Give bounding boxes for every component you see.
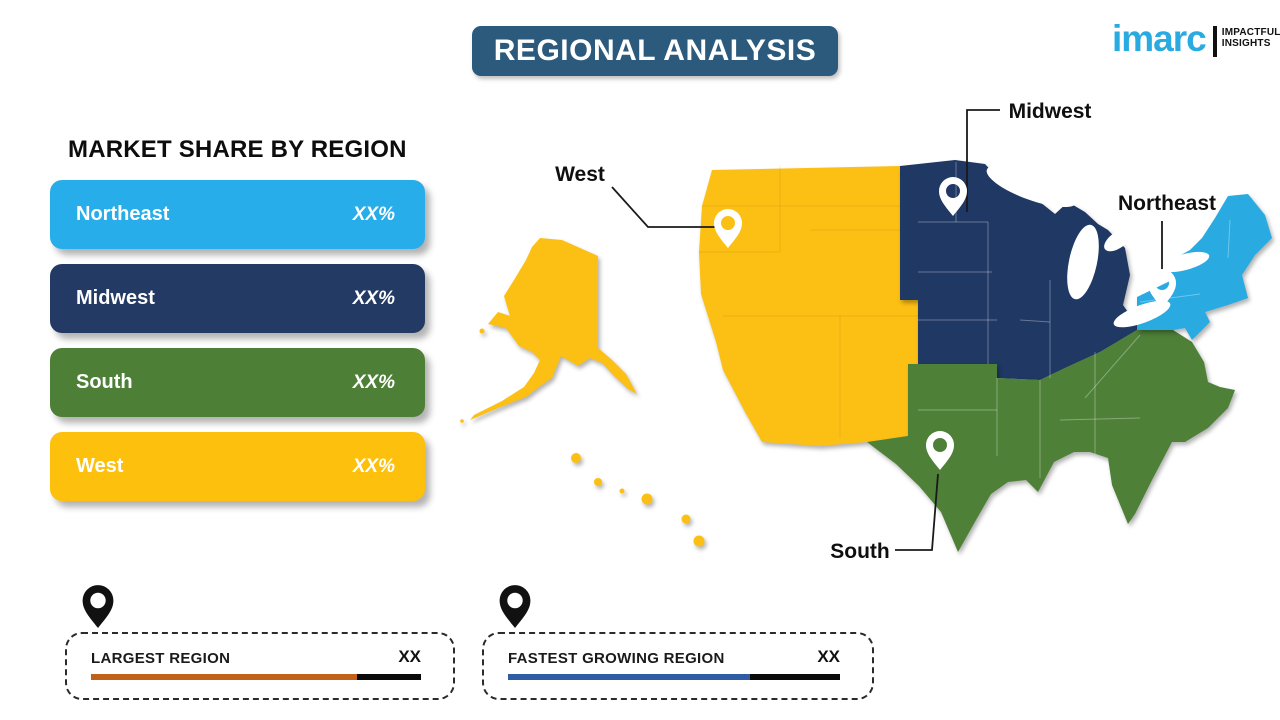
alaska-island-dot bbox=[479, 328, 485, 334]
state-lines-south bbox=[918, 334, 1141, 478]
south-connector-line bbox=[895, 473, 939, 551]
legend-value: XX bbox=[398, 647, 421, 666]
largest-region-legend: LARGEST REGION XX bbox=[65, 632, 455, 700]
legend-value: XX bbox=[817, 647, 840, 666]
lake-erie bbox=[1113, 300, 1171, 328]
lake-superior bbox=[986, 164, 1078, 208]
bar-value: XX% bbox=[352, 287, 395, 309]
region-west bbox=[699, 166, 918, 446]
bar-value: XX% bbox=[352, 371, 395, 393]
map-label-midwest: Midwest bbox=[1009, 100, 1092, 123]
region-west-hawaii bbox=[571, 453, 705, 547]
page-title: REGIONAL ANALYSIS bbox=[493, 34, 817, 67]
legend-label: FASTEST GROWING REGION bbox=[508, 650, 725, 667]
us-map-svg: West Midwest Northeast South bbox=[460, 100, 1272, 563]
map-label-south: South bbox=[830, 540, 889, 563]
logo-brand-text: imarc bbox=[1112, 18, 1207, 59]
region-west-alaska bbox=[470, 238, 637, 420]
us-regions-map: West Midwest Northeast South bbox=[440, 90, 1280, 720]
legend-underline bbox=[91, 674, 421, 680]
legend-underline-black bbox=[356, 674, 421, 680]
west-connector-line bbox=[611, 186, 720, 228]
state-lines-midwest bbox=[918, 162, 1051, 378]
lake-ontario bbox=[1160, 251, 1210, 273]
state-lines-west bbox=[699, 166, 918, 438]
bar-label: South bbox=[76, 371, 133, 393]
alaska-island-dot bbox=[460, 419, 464, 423]
map-label-northeast: Northeast bbox=[1118, 192, 1216, 215]
midwest-connector-line bbox=[966, 109, 1000, 212]
logo-tagline: IMPACTFUL INSIGHTS bbox=[1221, 27, 1280, 49]
region-midwest bbox=[900, 160, 1137, 380]
bar-label: Midwest bbox=[76, 287, 155, 309]
state-lines-northeast bbox=[1139, 219, 1231, 303]
largest-region-pin-icon bbox=[82, 585, 114, 628]
market-share-bar-midwest: Midwest XX% bbox=[50, 264, 425, 333]
great-lakes bbox=[986, 164, 1210, 328]
bar-value: XX% bbox=[352, 455, 395, 477]
market-share-bar-south: South XX% bbox=[50, 348, 425, 417]
market-share-title: MARKET SHARE BY REGION bbox=[68, 136, 407, 163]
bar-value: XX% bbox=[352, 203, 395, 225]
logo-divider bbox=[1212, 26, 1217, 57]
region-south bbox=[867, 330, 1235, 552]
header-banner: REGIONAL ANALYSIS bbox=[472, 26, 838, 76]
lake-michigan bbox=[1067, 224, 1099, 300]
market-share-bar-west: West XX% bbox=[50, 432, 425, 501]
imarc-logo: imarc IMPACTFUL INSIGHTS bbox=[1112, 18, 1280, 60]
fastest-growing-region-legend: FASTEST GROWING REGION XX bbox=[482, 632, 874, 700]
fastest-growing-region-pin-icon bbox=[499, 585, 531, 628]
legend-underline-colored bbox=[508, 674, 751, 680]
region-northeast bbox=[1137, 194, 1272, 340]
legend-label: LARGEST REGION bbox=[91, 650, 231, 667]
legend-underline bbox=[508, 674, 840, 680]
legend-underline-black bbox=[750, 674, 840, 680]
lake-huron bbox=[1104, 228, 1132, 252]
legend-underline-colored bbox=[91, 674, 357, 680]
market-share-bar-northeast: Northeast XX% bbox=[50, 180, 425, 249]
bar-label: Northeast bbox=[76, 203, 170, 225]
map-label-west: West bbox=[555, 163, 605, 186]
bar-label: West bbox=[76, 455, 124, 477]
